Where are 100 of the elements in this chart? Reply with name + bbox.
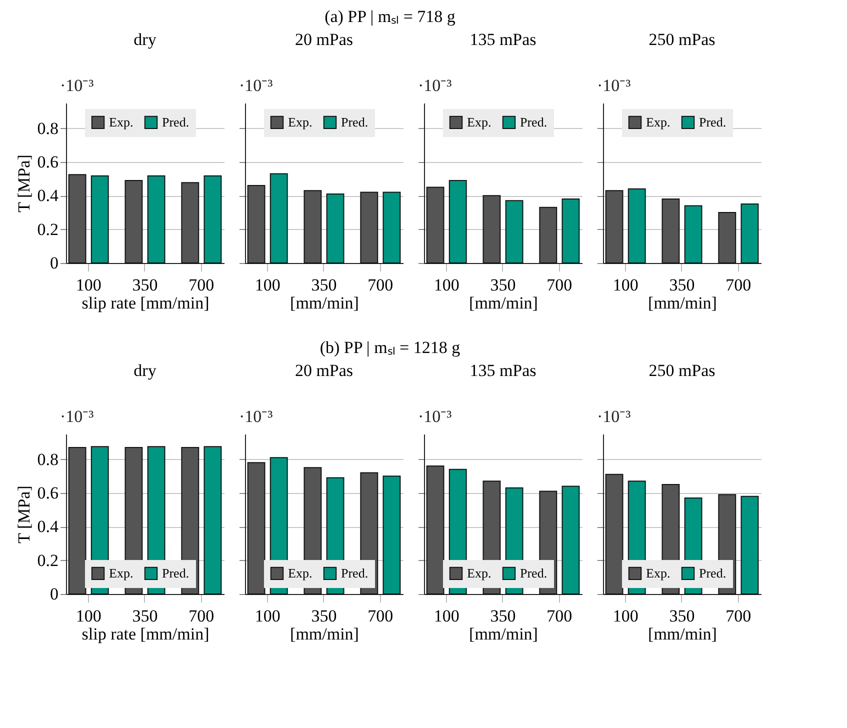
x-tick-label: 700 xyxy=(726,276,752,294)
bar xyxy=(505,200,524,264)
y-tick-label: 0.2 xyxy=(37,220,58,239)
bar xyxy=(90,175,109,264)
x-tick-label: 100 xyxy=(434,276,460,294)
bar xyxy=(304,190,322,264)
bar xyxy=(740,204,759,264)
text: ·10⁻³ xyxy=(60,76,94,95)
text: ·10⁻³ xyxy=(60,407,94,426)
x-tick-label: 350 xyxy=(490,606,516,626)
x-axis-title: [mm/min] xyxy=(290,624,359,644)
bar xyxy=(562,198,580,264)
x-tick-label: 100 xyxy=(76,276,102,294)
x-tick-label: 350 xyxy=(132,276,158,294)
chart-title: dry xyxy=(134,361,157,380)
bar xyxy=(684,205,702,264)
x-tick-label: 350 xyxy=(132,606,158,626)
legend-label: Pred. xyxy=(162,114,190,130)
x-tick-label: 700 xyxy=(188,276,214,294)
y-axis-title: T [MPa] xyxy=(14,486,34,544)
text: (a) PP | mₛₗ = 718 g xyxy=(324,6,456,27)
legend-label: Exp. xyxy=(646,565,670,580)
y-tick-label: 0.4 xyxy=(37,517,59,536)
x-tick-label: 700 xyxy=(726,606,752,626)
chart-title: dry xyxy=(134,30,157,49)
y-tick-label: 0.6 xyxy=(37,152,58,172)
x-axis-title: slip rate [mm/min] xyxy=(82,624,210,644)
chart-title: 250 mPas xyxy=(648,361,716,380)
legend-label: Pred. xyxy=(162,565,190,580)
bar xyxy=(448,180,467,264)
x-tick-label: 700 xyxy=(546,606,572,626)
legend-label: Pred. xyxy=(520,565,548,580)
bar xyxy=(605,474,624,594)
legend-label: Exp. xyxy=(288,114,312,130)
x-tick-label: 100 xyxy=(254,276,280,294)
bar xyxy=(605,190,624,264)
y-axis-title: T [MPa] xyxy=(14,154,34,212)
legend-label: Exp. xyxy=(467,114,492,130)
x-tick-label: 700 xyxy=(188,606,214,626)
bar xyxy=(482,195,501,264)
bar xyxy=(124,180,143,264)
x-tick-label: 350 xyxy=(311,276,337,294)
legend-label: Pred. xyxy=(520,114,548,130)
x-axis-title: [mm/min] xyxy=(648,624,717,644)
y-tick-label: 0.4 xyxy=(37,186,59,206)
x-tick-label: 700 xyxy=(368,606,394,626)
x-tick-label: 700 xyxy=(546,276,572,294)
bar xyxy=(68,174,86,264)
y-tick-label: 0 xyxy=(50,254,58,272)
text: ·10⁻³ xyxy=(597,76,631,95)
x-tick-label: 700 xyxy=(368,276,394,294)
chart-title: 135 mPas xyxy=(470,361,536,380)
text: ·10⁻³ xyxy=(418,76,452,95)
x-tick-label: 350 xyxy=(669,276,695,294)
chart-title: 20 mPas xyxy=(294,361,354,380)
legend-label: Exp. xyxy=(646,114,670,130)
text: ·10⁻³ xyxy=(418,407,452,426)
bar xyxy=(181,182,200,264)
x-tick-label: 350 xyxy=(311,606,337,626)
bar xyxy=(718,212,736,264)
x-tick-label: 350 xyxy=(669,606,695,626)
x-axis-title: [mm/min] xyxy=(469,294,538,312)
legend-label: Pred. xyxy=(699,565,726,580)
chart-title: 135 mPas xyxy=(470,30,536,49)
bar xyxy=(562,486,580,594)
bar xyxy=(360,192,378,264)
x-tick-label: 100 xyxy=(254,606,280,626)
legend-label: Pred. xyxy=(341,565,368,580)
bar xyxy=(382,192,401,264)
y-tick-label: 0.8 xyxy=(37,118,58,138)
legend-label: Exp. xyxy=(109,114,134,130)
bar xyxy=(326,193,344,264)
x-axis-title: [mm/min] xyxy=(290,294,359,312)
chart-title: 250 mPas xyxy=(648,30,716,49)
y-tick-label: 0.6 xyxy=(37,483,58,502)
y-tick-label: 0.8 xyxy=(37,450,58,469)
bar xyxy=(426,466,444,594)
y-tick-label: 0 xyxy=(50,584,58,604)
x-axis-title: slip rate [mm/min] xyxy=(82,294,210,312)
bar xyxy=(426,186,444,264)
x-axis-title: [mm/min] xyxy=(648,294,717,312)
bar xyxy=(628,188,646,264)
x-tick-label: 350 xyxy=(490,276,516,294)
x-tick-label: 100 xyxy=(76,606,102,626)
legend-label: Pred. xyxy=(341,114,368,130)
text: ·10⁻³ xyxy=(239,76,273,95)
x-tick-label: 100 xyxy=(612,276,638,294)
text: (b) PP | mₛₗ = 1218 g xyxy=(318,337,462,358)
bar xyxy=(662,198,680,264)
legend-label: Exp. xyxy=(288,565,312,580)
bar xyxy=(247,185,266,264)
legend-label: Exp. xyxy=(467,565,492,580)
bar xyxy=(147,175,166,264)
bar xyxy=(539,206,558,264)
text: ·10⁻³ xyxy=(239,407,273,426)
x-tick-label: 100 xyxy=(612,606,638,626)
x-axis-title: [mm/min] xyxy=(469,624,538,644)
x-tick-label: 100 xyxy=(434,606,460,626)
bar xyxy=(204,175,222,264)
bar xyxy=(382,476,401,594)
